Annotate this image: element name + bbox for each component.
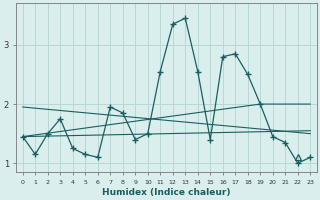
X-axis label: Humidex (Indice chaleur): Humidex (Indice chaleur) <box>102 188 231 197</box>
